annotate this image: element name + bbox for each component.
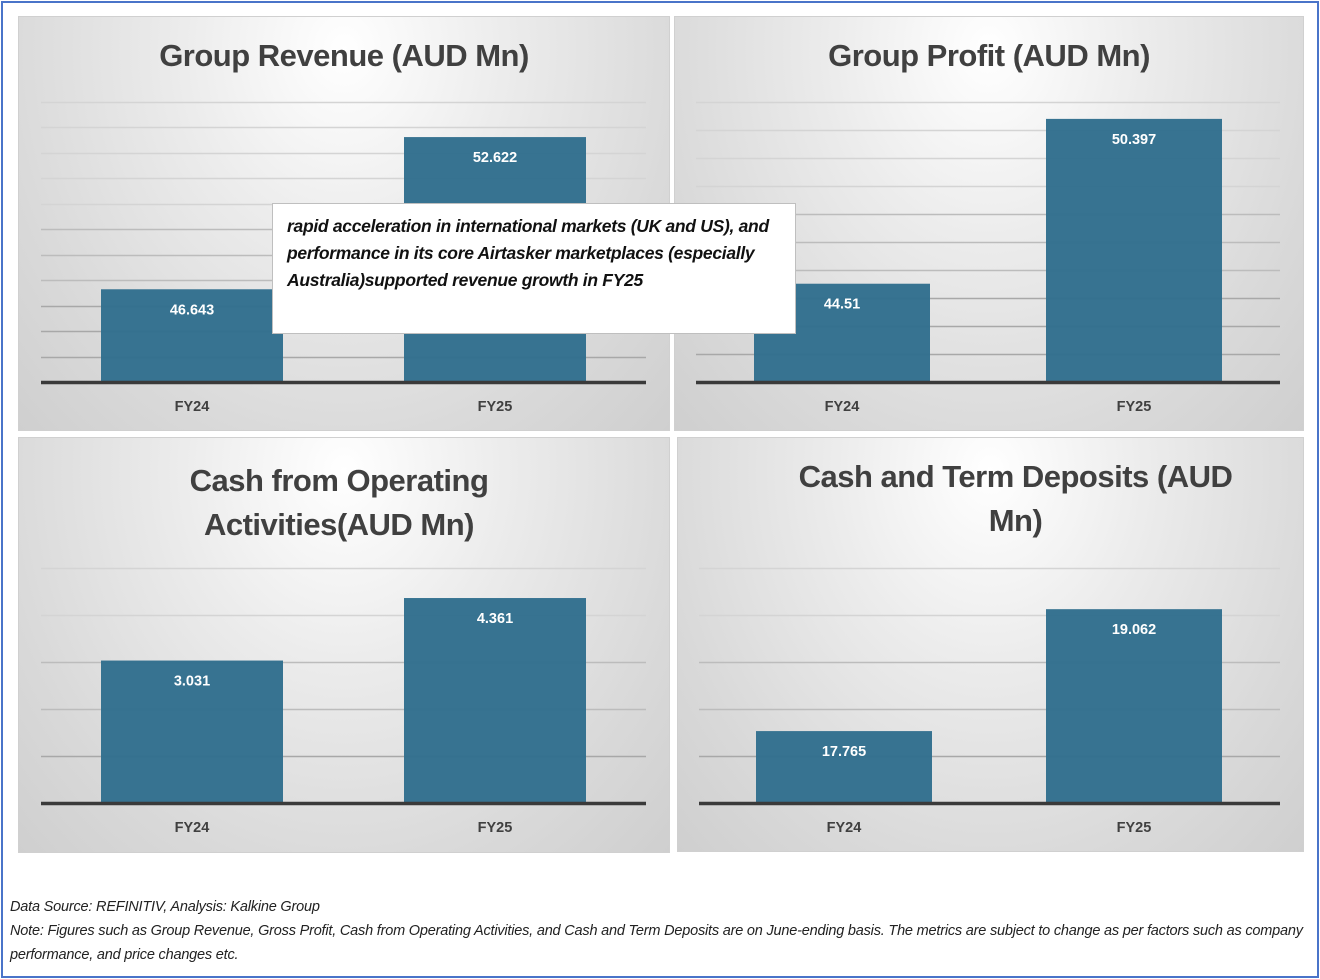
annotation-callout: rapid acceleration in international mark…	[272, 203, 796, 334]
x-tick-label: FY24	[175, 399, 210, 415]
x-tick-label: FY24	[827, 820, 862, 836]
bar-fy24	[101, 660, 283, 803]
chart-panel-cash-term-deposits: Cash and Term Deposits (AUD Mn) 17.765 FY…	[677, 437, 1304, 852]
data-label: 3.031	[174, 674, 210, 690]
chart-plot: 3.031 FY24 4.361 FY25	[41, 567, 646, 836]
x-tick-label: FY24	[175, 820, 210, 836]
bar-fy24	[101, 289, 283, 382]
chart-title: Group Revenue (AUD Mn)	[159, 38, 529, 73]
data-label: 46.643	[170, 302, 214, 318]
chart-title-line: Cash from Operating	[189, 463, 489, 498]
data-source-text: Data Source: REFINITIV, Analysis: Kalkin…	[10, 899, 320, 915]
data-label: 17.765	[822, 744, 866, 760]
bar-fy24	[756, 731, 932, 803]
chart-title-line: Activities(AUD Mn)	[203, 507, 475, 542]
x-tick-label: FY25	[1117, 820, 1152, 836]
note-text: Note: Figures such as Group Revenue, Gro…	[10, 923, 1303, 963]
chart-title: Cash and Term Deposits (AUD Mn)	[728, 455, 1303, 543]
data-label: 52.622	[473, 150, 517, 166]
data-label: 50.397	[1112, 132, 1156, 148]
chart-panel-cash-from-operations: Cash from Operating Activities(AUD Mn) 3…	[18, 437, 670, 853]
bar-fy25	[1046, 609, 1222, 803]
x-tick-label: FY24	[825, 399, 860, 415]
chart-title-line: Mn)	[988, 503, 1043, 538]
x-tick-label: FY25	[478, 399, 513, 415]
data-label: 44.51	[824, 297, 860, 313]
data-label: 19.062	[1112, 622, 1156, 638]
chart-title-line: Cash and Term Deposits (AUD	[798, 459, 1233, 494]
bar-fy25	[404, 598, 586, 803]
chart-title: Group Profit (AUD Mn)	[828, 38, 1150, 73]
data-label: 4.361	[477, 611, 513, 627]
x-tick-label: FY25	[478, 820, 513, 836]
chart-title: Cash from Operating Activities(AUD Mn)	[19, 459, 669, 547]
chart-plot: 17.765 FY24 19.062 FY25	[699, 567, 1280, 836]
x-tick-label: FY25	[1117, 399, 1152, 415]
bar-fy25	[1046, 118, 1222, 382]
footer-notes: Data Source: REFINITIV, Analysis: Kalkin…	[10, 895, 1310, 967]
